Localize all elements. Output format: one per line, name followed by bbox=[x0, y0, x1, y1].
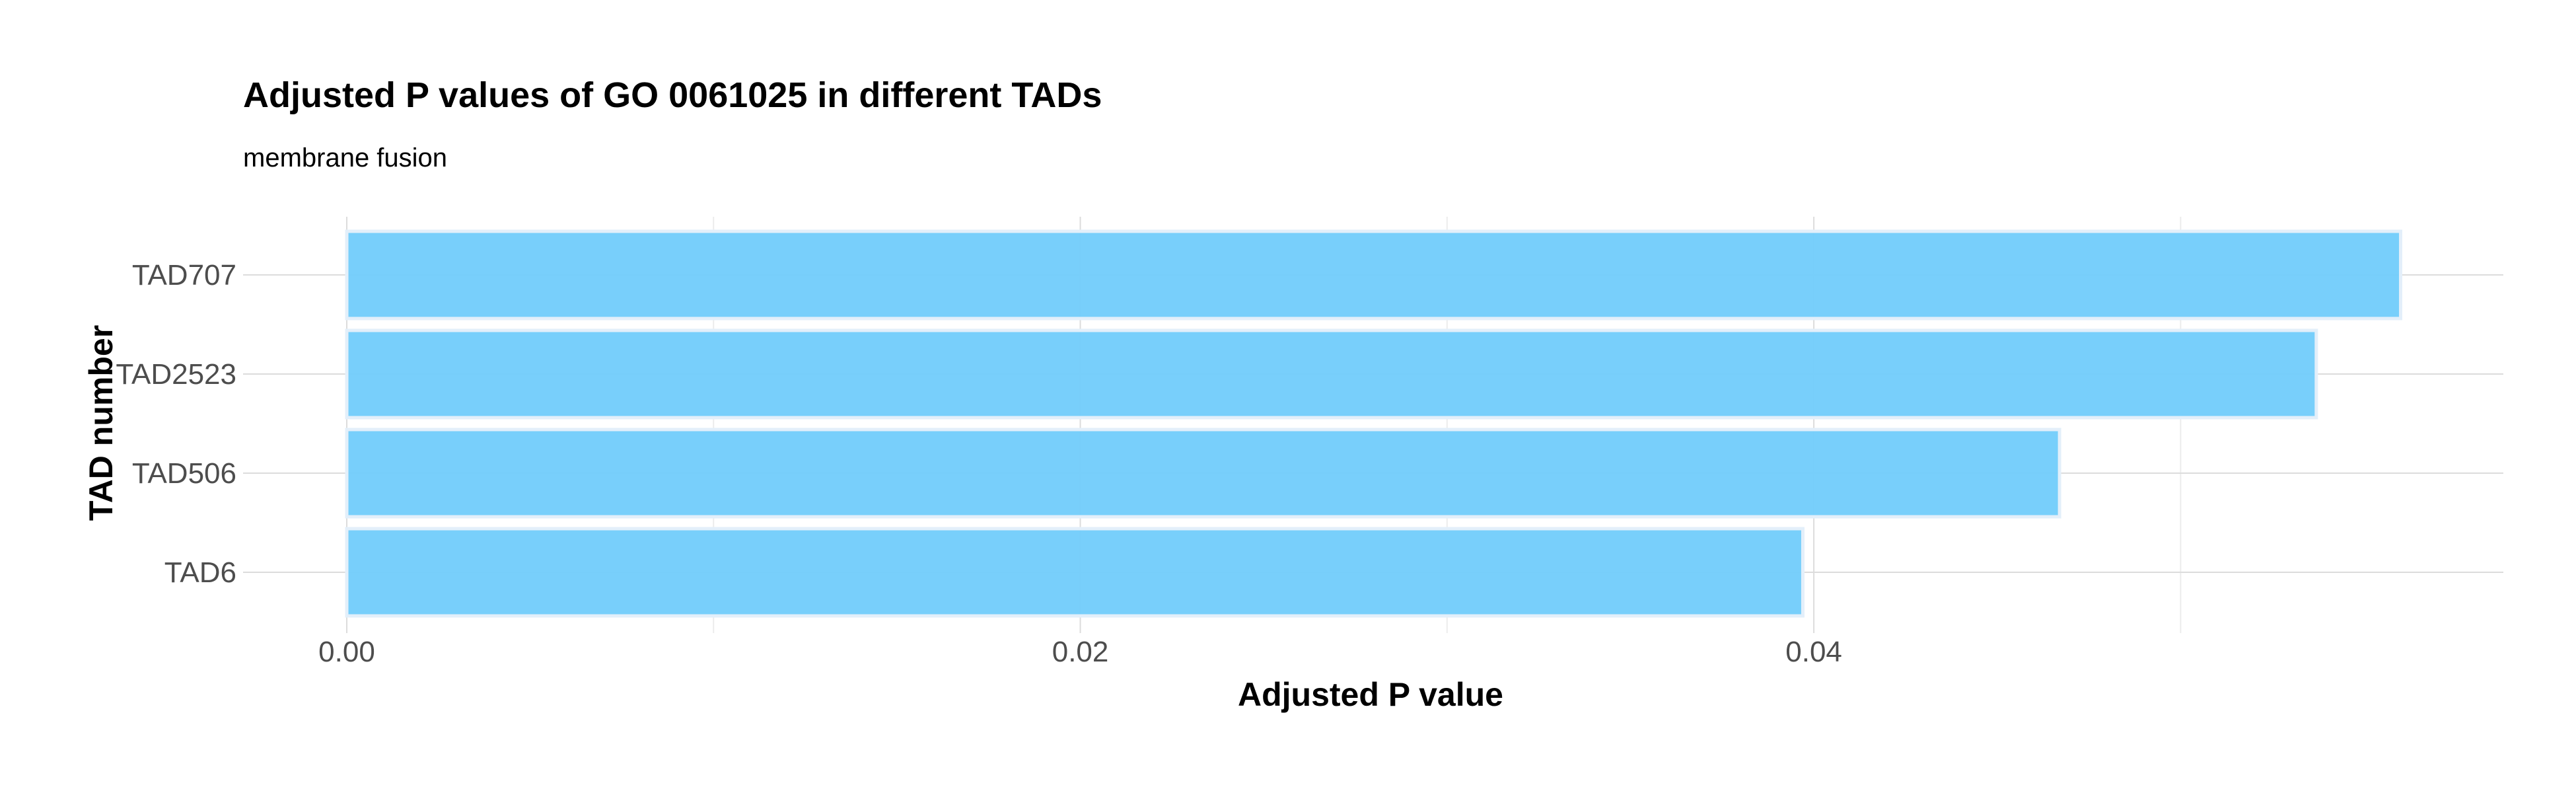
x-axis-ticks: 0.00 0.02 0.04 bbox=[318, 636, 1842, 668]
chart-subtitle: membrane fusion bbox=[243, 143, 447, 172]
x-axis-title: Adjusted P value bbox=[1238, 676, 1503, 713]
chart-title: Adjusted P values of GO 0061025 in diffe… bbox=[243, 75, 1102, 115]
bar-tad2523 bbox=[345, 328, 2318, 420]
y-tick-label: TAD707 bbox=[132, 259, 236, 291]
y-tick-label: TAD6 bbox=[164, 556, 236, 589]
y-tick-label: TAD506 bbox=[132, 457, 236, 490]
bar-tad6 bbox=[345, 527, 1805, 618]
y-tick-label: TAD2523 bbox=[116, 358, 236, 391]
y-axis-title: TAD number bbox=[83, 325, 120, 521]
x-tick-label: 0.00 bbox=[318, 636, 375, 668]
x-tick-label: 0.04 bbox=[1785, 636, 1842, 668]
bar-tad707 bbox=[345, 229, 2403, 321]
bars bbox=[345, 229, 2403, 618]
x-tick-label: 0.02 bbox=[1052, 636, 1109, 668]
bar-tad506 bbox=[345, 428, 2061, 519]
y-axis-ticks: TAD707 TAD2523 TAD506 TAD6 bbox=[116, 259, 236, 589]
